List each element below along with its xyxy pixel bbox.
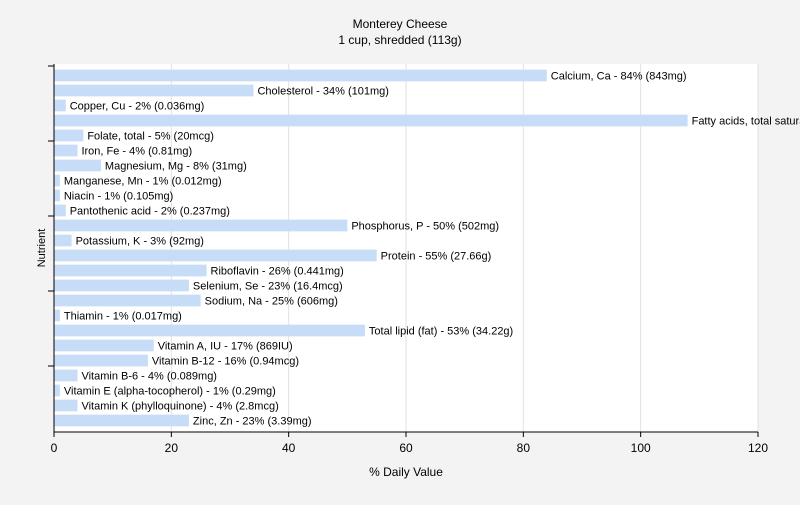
x-tick-label: 80 (517, 441, 531, 455)
bar (54, 144, 78, 157)
data-label: Niacin - 1% (0.105mg) (64, 191, 173, 203)
data-label: Riboflavin - 26% (0.441mg) (211, 266, 344, 278)
bar (54, 399, 78, 412)
bar (54, 249, 377, 262)
bar (54, 294, 201, 307)
data-label: Thiamin - 1% (0.017mg) (64, 311, 182, 323)
data-label: Protein - 55% (27.66g) (381, 251, 492, 263)
chart-subtitle: 1 cup, shredded (113g) (338, 33, 461, 47)
data-label: Calcium, Ca - 84% (843mg) (551, 71, 687, 83)
chart-title: Monterey Cheese (353, 17, 448, 31)
bar (54, 234, 72, 247)
data-label: Vitamin B-12 - 16% (0.94mcg) (152, 356, 299, 368)
data-label: Vitamin E (alpha-tocopherol) - 1% (0.29m… (64, 386, 276, 398)
x-tick-label: 40 (282, 441, 296, 455)
bar (54, 324, 365, 337)
bar (54, 339, 154, 352)
bar (54, 279, 189, 292)
y-axis-label: Nutrient (36, 229, 48, 268)
x-tick-label: 0 (51, 441, 58, 455)
x-axis-label: % Daily Value (369, 465, 443, 479)
bar (54, 219, 348, 232)
data-label: Pantothenic acid - 2% (0.237mg) (70, 206, 230, 218)
bar (54, 174, 60, 187)
data-label: Vitamin K (phylloquinone) - 4% (2.8mcg) (81, 401, 278, 413)
plot-area: 0 20 40 60 80 100 120 Calcium, Ca - 84% (843mg)… (48, 64, 800, 455)
bar (54, 414, 189, 427)
bar (54, 309, 60, 322)
data-label: Cholesterol - 34% (101mg) (257, 86, 388, 98)
data-label: Zinc, Zn - 23% (3.39mg) (193, 416, 312, 428)
bar (54, 264, 207, 277)
data-label: Potassium, K - 3% (92mg) (76, 236, 204, 248)
bar (54, 384, 60, 397)
x-tick-label: 100 (631, 441, 651, 455)
data-label: Vitamin A, IU - 17% (869IU) (158, 341, 293, 353)
bar (54, 204, 66, 217)
bar (54, 159, 101, 172)
data-label: Sodium, Na - 25% (606mg) (205, 296, 338, 308)
x-tick-label: 60 (399, 441, 413, 455)
bar (54, 189, 60, 202)
data-label: Total lipid (fat) - 53% (34.22g) (369, 326, 513, 338)
bar (54, 369, 78, 382)
bar (54, 114, 688, 127)
x-tick-label: 20 (165, 441, 179, 455)
bar (54, 354, 148, 367)
bar (54, 99, 66, 112)
data-label: Manganese, Mn - 1% (0.012mg) (64, 176, 222, 188)
data-label: Iron, Fe - 4% (0.81mg) (81, 146, 192, 158)
data-label: Magnesium, Mg - 8% (31mg) (105, 161, 247, 173)
bar (54, 69, 547, 82)
x-tick-label: 120 (748, 441, 768, 455)
data-label: Selenium, Se - 23% (16.4mcg) (193, 281, 343, 293)
data-label: Phosphorus, P - 50% (502mg) (351, 221, 499, 233)
data-label: Vitamin B-6 - 4% (0.089mg) (81, 371, 217, 383)
data-label: Fatty acids, total saturated - 108% (21.… (692, 116, 800, 128)
data-label: Copper, Cu - 2% (0.036mg) (70, 101, 205, 113)
bar (54, 84, 254, 97)
data-label: Folate, total - 5% (20mcg) (87, 131, 214, 143)
bar (54, 129, 84, 142)
